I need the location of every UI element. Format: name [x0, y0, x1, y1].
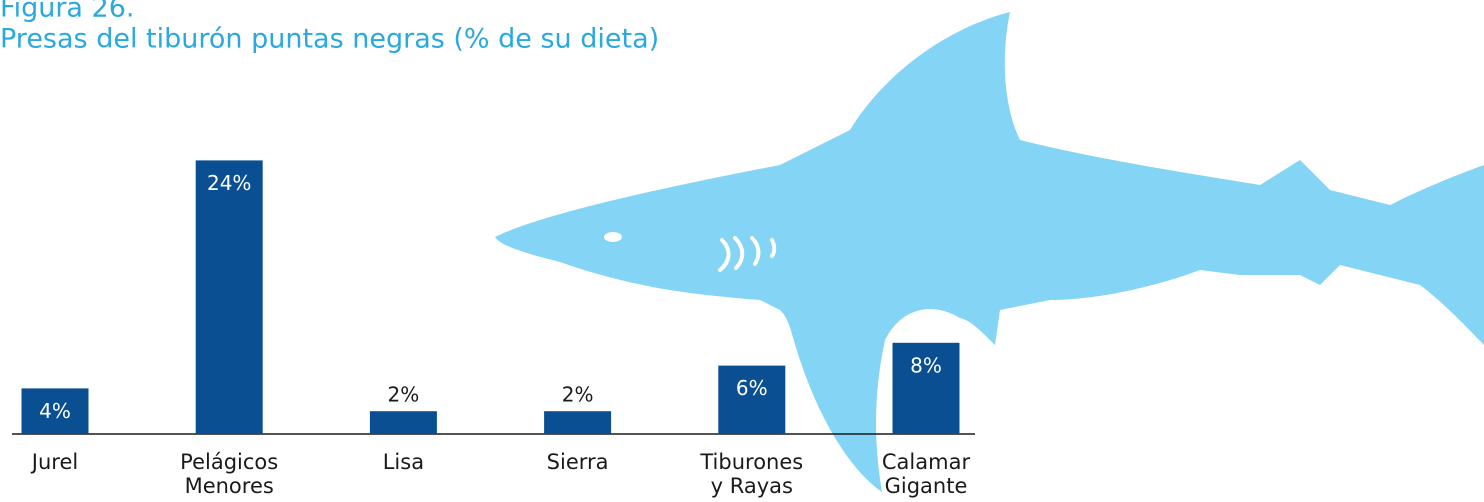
- x-tick-label: Jurel: [30, 450, 78, 474]
- value-label: 4%: [39, 399, 71, 423]
- value-label: 24%: [207, 171, 251, 195]
- shark-illustration: [495, 12, 1484, 492]
- x-tick-label: Pelágicos Menores: [180, 450, 278, 498]
- bar: [195, 160, 263, 434]
- bar: [544, 411, 612, 434]
- value-label: 8%: [910, 353, 942, 377]
- bar: [718, 365, 786, 434]
- value-label: 6%: [736, 376, 768, 400]
- value-label: 2%: [388, 383, 420, 407]
- x-tick-label: Lisa: [383, 450, 424, 474]
- x-tick-label: Tiburones y Rayas: [699, 450, 803, 498]
- x-tick-label: Sierra: [547, 450, 609, 474]
- x-tick-label: Calamar Gigante: [882, 450, 971, 498]
- chart-subtitle: Presas del tiburón puntas negras (% de s…: [0, 24, 659, 55]
- chart-title: Figura 26.: [0, 0, 135, 24]
- value-label: 2%: [562, 383, 594, 407]
- bar: [892, 342, 960, 434]
- bar: [21, 388, 89, 434]
- bar: [369, 411, 437, 434]
